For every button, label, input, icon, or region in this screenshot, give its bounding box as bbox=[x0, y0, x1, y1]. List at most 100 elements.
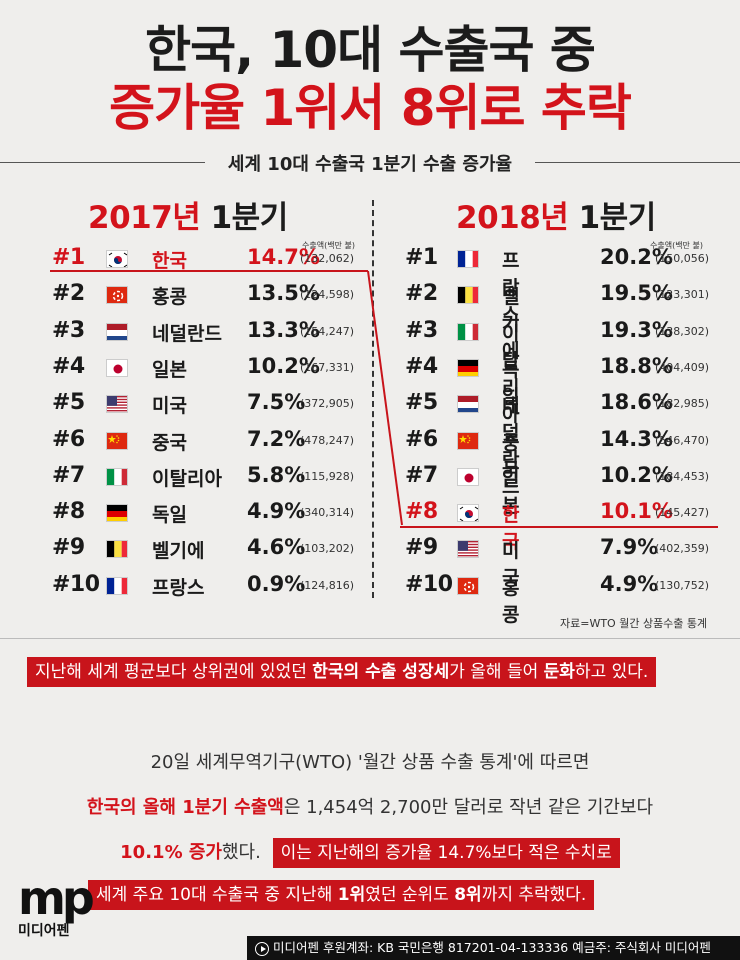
growth-rate: 18.6% bbox=[600, 390, 673, 415]
year-label: 2017년 bbox=[88, 200, 201, 236]
summary-banner: 지난해 세계 평균보다 상위권에 있었던 한국의 수출 성장세가 올해 들어 둔… bbox=[27, 657, 657, 687]
country-name: 이탈리아 bbox=[152, 467, 222, 490]
growth-rate: 7.9% bbox=[600, 535, 659, 560]
growth-rate: 7.5% bbox=[247, 390, 306, 415]
column-divider bbox=[372, 200, 374, 598]
korea-connector-bottom bbox=[400, 526, 718, 528]
export-amount: (184,453) bbox=[655, 469, 710, 483]
belgium-flag-icon bbox=[106, 540, 128, 559]
logo-name: 미디어펜 bbox=[18, 923, 70, 939]
table-row: #3 네덜란드 13.3% (154,247) bbox=[0, 317, 354, 348]
japan-flag-icon bbox=[457, 467, 479, 486]
body-highlight: 한국의 올해 1분기 수출액 bbox=[86, 797, 284, 818]
country-name: 중국 bbox=[502, 431, 520, 481]
china-flag-icon bbox=[457, 431, 479, 450]
export-amount: (478,247) bbox=[300, 433, 355, 447]
rank-label: #1 bbox=[405, 245, 438, 270]
logo-mark: mp bbox=[18, 871, 95, 925]
hongkong-flag-icon bbox=[457, 576, 479, 595]
table-row: #5 네덜란드 18.6% (182,985) bbox=[0, 390, 709, 498]
growth-rate: 4.9% bbox=[247, 499, 306, 524]
banner-bold-text: 1위 bbox=[337, 885, 366, 905]
growth-rate: 13.5% bbox=[247, 281, 320, 306]
body-text: 했다. bbox=[222, 842, 261, 863]
country-name: 한국 bbox=[502, 504, 520, 554]
growth-rate: 20.2% bbox=[600, 245, 673, 269]
mediapen-logo: mp 미디어펜 bbox=[18, 871, 95, 940]
export-amount: (372,905) bbox=[300, 397, 355, 411]
rank-label: #2 bbox=[405, 281, 438, 307]
table-row: #4 일본 10.2% (167,331) bbox=[0, 353, 354, 384]
export-amount: (154,247) bbox=[300, 324, 355, 338]
italy-flag-icon bbox=[106, 467, 128, 486]
country-name: 독일 bbox=[502, 358, 520, 408]
rank-label: #9 bbox=[52, 535, 85, 561]
rank-label: #6 bbox=[405, 426, 438, 452]
body-line-3: 10.1% 증가했다. 이는 지난해의 증가율 14.7%보다 적은 수치로 bbox=[0, 838, 740, 868]
country-name: 한국 bbox=[152, 250, 187, 272]
chart-subtitle: 세계 10대 수출국 1분기 수출 증가율 bbox=[227, 154, 513, 175]
page-title-line2: 증가율 1위서 8위로 추락 bbox=[109, 79, 632, 137]
table-row: #8 독일 4.9% (340,314) bbox=[0, 499, 354, 529]
growth-rate: 0.9% bbox=[247, 571, 306, 596]
export-amount: (150,056) bbox=[655, 252, 710, 265]
table-row: #10 홍콩 4.9% (130,752) bbox=[0, 572, 709, 626]
year-heading-2018: 2018년 1분기 bbox=[456, 192, 656, 237]
source-note: 자료=WTO 월간 상품수출 통계 bbox=[560, 617, 708, 630]
export-amount: (182,985) bbox=[655, 397, 710, 411]
growth-rate: 14.7% bbox=[247, 245, 320, 269]
growth-rate: 19.3% bbox=[600, 317, 673, 342]
export-amount: (132,062) bbox=[300, 252, 355, 265]
export-amount: (138,302) bbox=[655, 324, 710, 338]
rank-label: #7 bbox=[405, 462, 438, 488]
play-icon bbox=[255, 941, 269, 956]
country-name: 네덜란드 bbox=[502, 395, 520, 499]
rank-label: #2 bbox=[52, 281, 85, 307]
growth-rate: 10.2% bbox=[247, 353, 320, 378]
export-amount: (124,598) bbox=[300, 288, 355, 302]
country-name: 이탈리아 bbox=[502, 322, 520, 426]
unit-label-right: 수출액(백만 불) bbox=[650, 241, 703, 250]
rank-label: #9 bbox=[405, 535, 438, 561]
rank-label: #3 bbox=[405, 317, 438, 343]
banner-bold-text: 8위 bbox=[454, 885, 482, 905]
quarter-label: 1분기 bbox=[210, 200, 289, 236]
export-amount: (103,202) bbox=[300, 542, 355, 556]
growth-rate: 14.3% bbox=[600, 426, 673, 451]
banner-text: 가 올해 들어 bbox=[449, 662, 544, 682]
table-row: #9 미국 7.9% (402,359) bbox=[0, 535, 709, 589]
rank-label: #6 bbox=[52, 426, 85, 452]
export-amount: (340,314) bbox=[300, 506, 355, 520]
country-name: 프랑스 bbox=[152, 576, 205, 599]
table-row: #1 한국 14.7% (132,062) bbox=[0, 245, 354, 275]
banner-bold-text: 한국의 수출 성장세 bbox=[312, 662, 450, 682]
country-name: 벨기에 bbox=[152, 540, 205, 563]
export-amount: (124,816) bbox=[300, 578, 355, 592]
rank-label: #8 bbox=[405, 499, 438, 525]
growth-rate: 18.8% bbox=[600, 353, 673, 378]
section-separator bbox=[0, 638, 740, 639]
country-name: 프랑스 bbox=[502, 250, 520, 326]
country-name: 홍콩 bbox=[152, 286, 187, 309]
china-flag-icon bbox=[106, 431, 128, 450]
country-name: 홍콩 bbox=[502, 576, 520, 626]
france-flag-icon bbox=[106, 576, 128, 595]
export-amount: (402,359) bbox=[655, 542, 710, 556]
year-label: 2018년 bbox=[456, 200, 569, 236]
banner-text: 지난해 세계 평균보다 상위권에 있었던 bbox=[35, 662, 313, 682]
body-inline-banner: 이는 지난해의 증가율 14.7%보다 적은 수치로 bbox=[272, 838, 620, 868]
country-name: 일본 bbox=[502, 467, 520, 517]
growth-rate: 4.6% bbox=[247, 535, 306, 560]
rank-label: #8 bbox=[52, 499, 85, 525]
page-title-line1: 한국, 10대 수출국 중 bbox=[145, 21, 596, 79]
country-name: 미국 bbox=[152, 395, 187, 418]
country-name: 일본 bbox=[152, 358, 187, 381]
body-line-2: 한국의 올해 1분기 수출액은 1,454억 2,700만 달러로 작년 같은 … bbox=[0, 793, 740, 819]
unit-label-left: 수출액(백만 불) bbox=[302, 241, 355, 250]
germany-flag-icon bbox=[457, 358, 479, 377]
footer-text: 미디어펜 후원계좌: KB 국민은행 817201-04-133336 예금주:… bbox=[273, 940, 711, 955]
korea-flag-icon bbox=[106, 250, 128, 268]
subtitle-rule-left bbox=[0, 162, 205, 163]
rank-label: #3 bbox=[52, 317, 85, 343]
conclusion-banner: 세계 주요 10대 수출국 중 지난해 1위였던 순위도 8위까지 추락했다. bbox=[88, 880, 595, 910]
